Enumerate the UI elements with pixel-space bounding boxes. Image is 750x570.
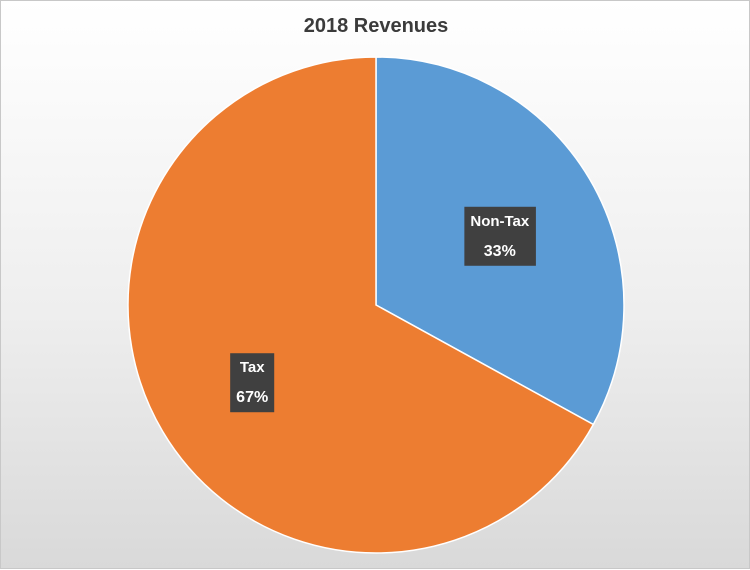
data-label-tax: Tax 67% bbox=[230, 353, 275, 413]
chart-title: 2018 Revenues bbox=[303, 15, 449, 37]
data-label-box bbox=[230, 353, 275, 413]
data-label-box bbox=[464, 206, 536, 266]
data-label-percent: 67% bbox=[236, 389, 268, 406]
data-label-non-tax: Non-Tax 33% bbox=[464, 206, 536, 266]
data-label-category: Tax bbox=[240, 359, 265, 376]
data-label-percent: 33% bbox=[484, 243, 516, 260]
pie-slice-tax bbox=[127, 56, 595, 554]
data-label-category: Non-Tax bbox=[470, 213, 530, 230]
